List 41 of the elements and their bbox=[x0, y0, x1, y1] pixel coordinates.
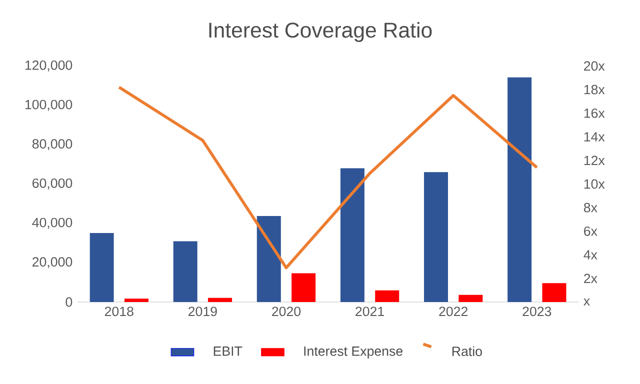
x-tick-label: 2018 bbox=[104, 306, 134, 316]
y-tick-label: 20,000 bbox=[32, 257, 72, 268]
y-tick-label: 60,000 bbox=[32, 178, 72, 190]
bar bbox=[292, 273, 316, 302]
x-tick-label: 2021 bbox=[356, 306, 384, 316]
x-tick-label: 2020 bbox=[272, 306, 301, 316]
bar bbox=[208, 298, 232, 302]
bar bbox=[508, 77, 532, 302]
bar bbox=[256, 216, 281, 302]
bar bbox=[340, 168, 364, 302]
y2-tick-label: 2x bbox=[584, 274, 598, 284]
y-tick-label: 0 bbox=[66, 297, 72, 307]
x-tick-label: 2023 bbox=[522, 306, 552, 316]
y2-tick-label: 14x bbox=[584, 132, 605, 142]
y2-tick-label: 16x bbox=[584, 108, 605, 118]
bar bbox=[124, 298, 148, 302]
legend-label: EBIT bbox=[214, 346, 242, 356]
bar bbox=[173, 241, 198, 302]
line-series bbox=[118, 86, 538, 270]
legend-label: Interest Expense bbox=[304, 346, 402, 358]
y-tick-label: 40,000 bbox=[32, 218, 72, 229]
chart-title: Interest Coverage Ratio bbox=[209, 22, 432, 42]
y2-tick-label: 6x bbox=[584, 226, 598, 236]
y2-tick-label: 20x bbox=[584, 61, 605, 71]
bar bbox=[542, 283, 566, 302]
bar bbox=[458, 294, 483, 302]
bar bbox=[424, 172, 448, 302]
y2-tick-label: 18x bbox=[584, 84, 605, 94]
y2-tick-label: 10x bbox=[584, 179, 605, 189]
y-tick-label: 100,000 bbox=[25, 100, 72, 111]
x-tick-label: 2019 bbox=[188, 306, 217, 316]
y2-tick-label: 12x bbox=[584, 156, 605, 166]
bar bbox=[90, 232, 114, 302]
legend-label: Ratio bbox=[452, 346, 482, 356]
y2-tick-label: x bbox=[584, 298, 590, 306]
x-tick-label: 2022 bbox=[439, 306, 468, 316]
y2-tick-label: 4x bbox=[584, 250, 598, 260]
y-tick-label: 120,000 bbox=[25, 60, 72, 72]
y-tick-label: 80,000 bbox=[32, 139, 72, 150]
bar bbox=[375, 290, 400, 302]
y2-tick-label: 8x bbox=[584, 202, 598, 212]
